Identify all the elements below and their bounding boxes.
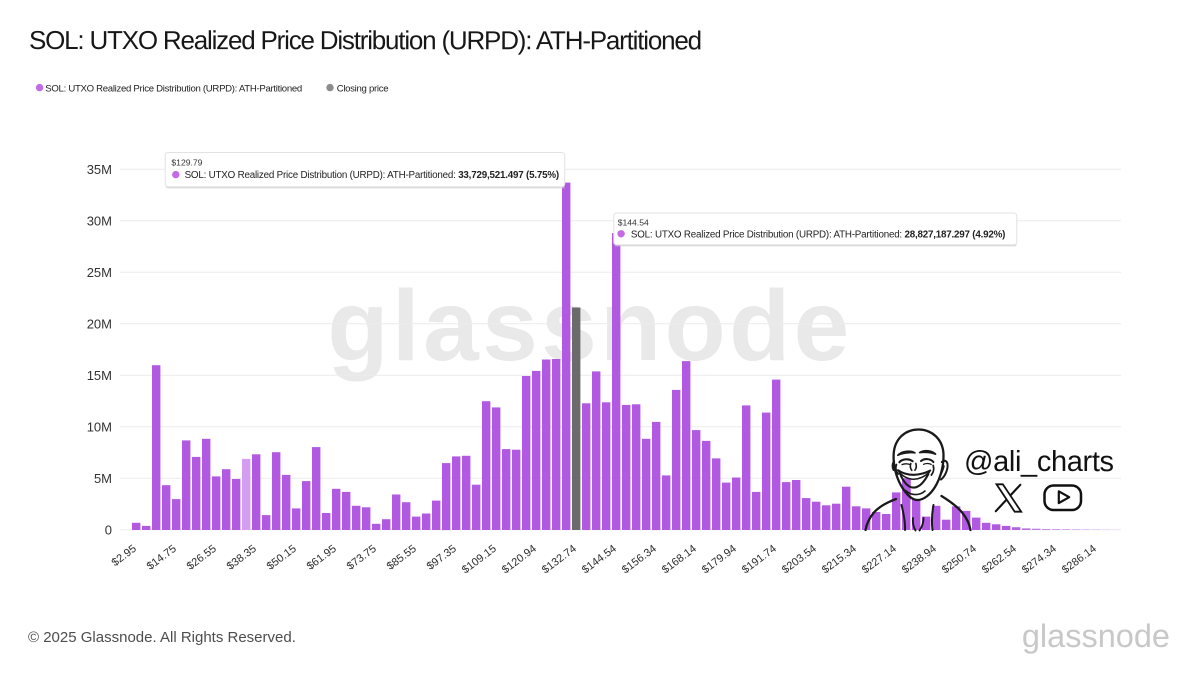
svg-text:© 2025 Glassnode. All Rights R: © 2025 Glassnode. All Rights Reserved. — [28, 629, 296, 646]
svg-text:5M: 5M — [94, 471, 112, 486]
svg-text:$144.54: $144.54 — [618, 217, 649, 227]
svg-text:SOL: UTXO Realized Price Distr: SOL: UTXO Realized Price Distribution (U… — [45, 84, 302, 95]
svg-text:20M: 20M — [87, 316, 112, 331]
svg-text:SOL: UTXO Realized Price Distr: SOL: UTXO Realized Price Distribution (U… — [631, 229, 1005, 240]
svg-text:25M: 25M — [87, 265, 112, 280]
svg-text:0: 0 — [105, 522, 112, 537]
svg-text:Closing price: Closing price — [337, 84, 389, 95]
svg-text:35M: 35M — [87, 162, 112, 177]
svg-text:glassnode: glassnode — [1022, 618, 1170, 654]
svg-text:SOL: UTXO Realized Price Distr: SOL: UTXO Realized Price Distribution (U… — [185, 170, 559, 181]
svg-text:glassnode: glassnode — [327, 270, 852, 382]
svg-text:30M: 30M — [87, 213, 112, 228]
svg-text:$129.79: $129.79 — [171, 157, 202, 167]
svg-text:SOL: UTXO Realized Price Distr: SOL: UTXO Realized Price Distribution (U… — [29, 25, 701, 55]
svg-text:10M: 10M — [87, 419, 112, 434]
svg-text:@ali_charts: @ali_charts — [964, 446, 1114, 478]
svg-text:15M: 15M — [87, 368, 112, 383]
